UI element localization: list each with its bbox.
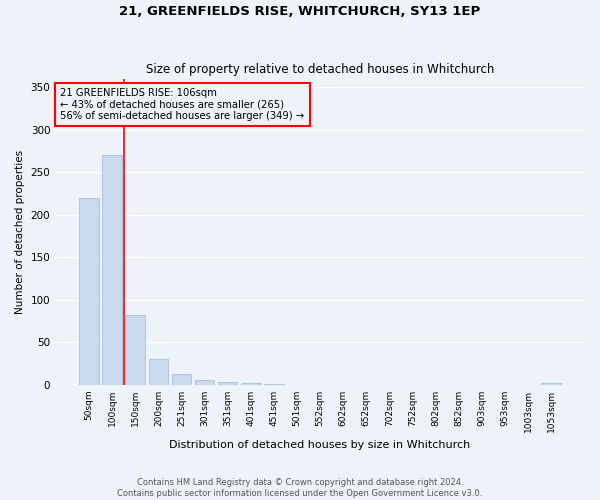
Bar xyxy=(103,155,122,384)
Text: 21, GREENFIELDS RISE, WHITCHURCH, SY13 1EP: 21, GREENFIELDS RISE, WHITCHURCH, SY13 1… xyxy=(119,5,481,18)
Bar xyxy=(125,315,145,384)
Title: Size of property relative to detached houses in Whitchurch: Size of property relative to detached ho… xyxy=(146,63,494,76)
Bar xyxy=(218,382,238,384)
Bar xyxy=(172,374,191,384)
Bar xyxy=(541,383,561,384)
Bar xyxy=(79,198,99,384)
Bar xyxy=(195,380,214,384)
Bar xyxy=(241,383,260,384)
X-axis label: Distribution of detached houses by size in Whitchurch: Distribution of detached houses by size … xyxy=(169,440,471,450)
Text: Contains HM Land Registry data © Crown copyright and database right 2024.
Contai: Contains HM Land Registry data © Crown c… xyxy=(118,478,482,498)
Bar xyxy=(149,359,168,384)
Y-axis label: Number of detached properties: Number of detached properties xyxy=(15,150,25,314)
Text: 21 GREENFIELDS RISE: 106sqm
← 43% of detached houses are smaller (265)
56% of se: 21 GREENFIELDS RISE: 106sqm ← 43% of det… xyxy=(61,88,305,121)
